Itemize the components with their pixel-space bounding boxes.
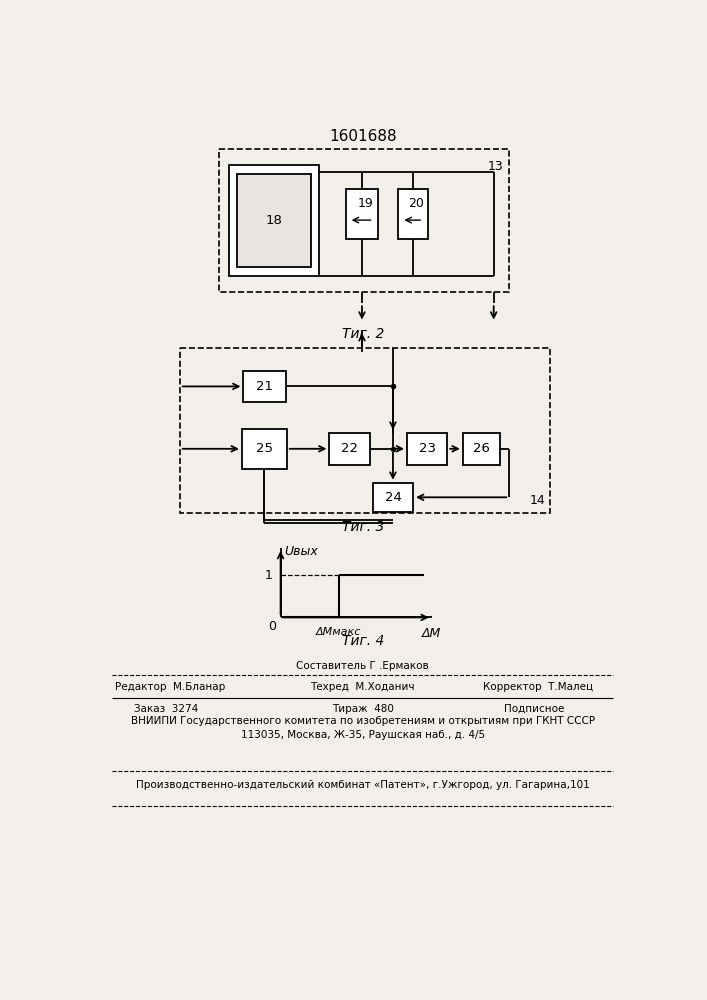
Text: 13: 13 (488, 160, 504, 173)
Text: Редактор  М.Бланар: Редактор М.Бланар (115, 682, 225, 692)
Text: 25: 25 (256, 442, 273, 455)
Text: 1: 1 (265, 569, 273, 582)
Bar (462, 433, 500, 465)
Text: Τиг. 3: Τиг. 3 (341, 520, 384, 534)
Text: 23: 23 (419, 442, 436, 455)
Bar (398, 189, 428, 239)
Text: ΔMмакс: ΔMмакс (316, 627, 361, 637)
Bar (407, 433, 448, 465)
Text: Заказ  3274: Заказ 3274 (134, 704, 198, 714)
Text: 18: 18 (266, 214, 282, 227)
Text: 26: 26 (473, 442, 490, 455)
Text: Производственно-издательский комбинат «Патент», г.Ужгород, ул. Гагарина,101: Производственно-издательский комбинат «П… (136, 780, 590, 790)
Text: Техред  М.Ходанич: Техред М.Ходанич (310, 682, 415, 692)
Text: 19: 19 (357, 197, 373, 210)
Bar (373, 483, 413, 512)
Bar (243, 371, 286, 402)
Bar (218, 149, 509, 292)
Text: 0: 0 (268, 620, 276, 634)
Text: 14: 14 (530, 494, 546, 507)
Text: Корректор  Т.Малец: Корректор Т.Малец (483, 682, 593, 692)
Bar (329, 433, 370, 465)
Text: 113035, Москва, Ж-35, Раушская наб., д. 4/5: 113035, Москва, Ж-35, Раушская наб., д. … (240, 730, 485, 740)
Text: Тираж  480: Тираж 480 (332, 704, 394, 714)
Text: Uвых: Uвых (284, 545, 318, 558)
Text: ВНИИПИ Государственного комитета по изобретениям и открытиям при ГКНТ СССР: ВНИИПИ Государственного комитета по изоб… (131, 716, 595, 726)
Bar (237, 174, 311, 267)
Bar (230, 165, 319, 276)
Text: 1601688: 1601688 (329, 129, 397, 144)
Text: 20: 20 (408, 197, 424, 210)
Text: 24: 24 (385, 491, 402, 504)
Bar (346, 189, 378, 239)
Text: Τиг. 4: Τиг. 4 (341, 634, 384, 648)
Bar (180, 348, 550, 513)
Text: 22: 22 (341, 442, 358, 455)
Text: ΔM: ΔM (422, 627, 441, 640)
Text: 21: 21 (256, 380, 273, 393)
Text: Подписное: Подписное (504, 704, 564, 714)
Text: Τиг. 2: Τиг. 2 (341, 327, 384, 341)
Bar (242, 429, 287, 469)
Text: Составитель Г .Ермаков: Составитель Г .Ермаков (296, 661, 429, 671)
